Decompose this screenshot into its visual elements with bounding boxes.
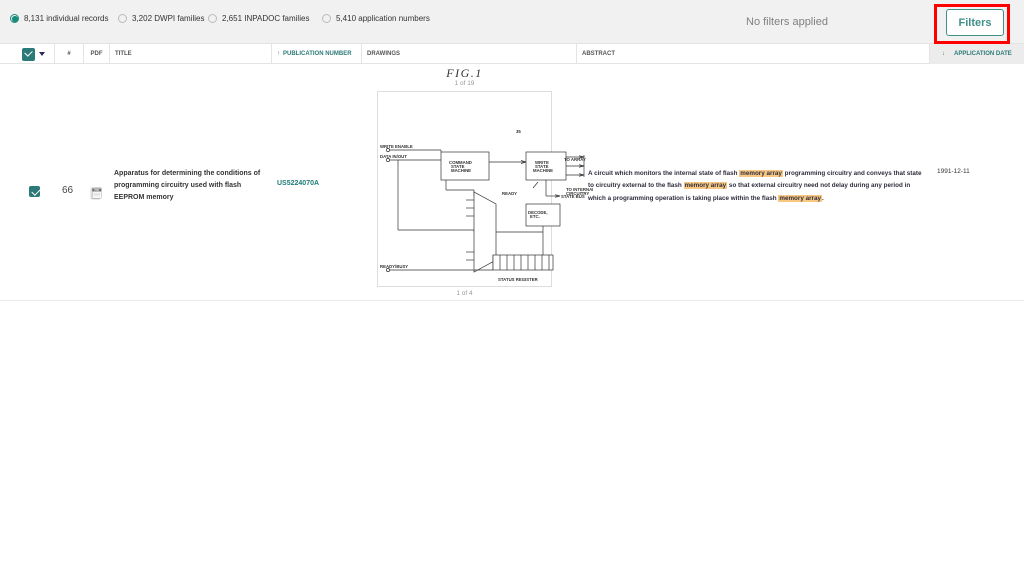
- svg-text:PDF: PDF: [95, 190, 100, 192]
- svg-text:35: 35: [516, 129, 521, 134]
- svg-text:READY/BUSY: READY/BUSY: [380, 264, 408, 269]
- svg-text:DATA IN/OUT: DATA IN/OUT: [380, 154, 407, 159]
- svg-text:WRITE ENABLE: WRITE ENABLE: [380, 144, 413, 149]
- svg-text:MACHINE: MACHINE: [533, 168, 553, 173]
- svg-text:READY: READY: [502, 191, 517, 196]
- svg-text:MACHINE: MACHINE: [451, 168, 471, 173]
- svg-text:ETC.: ETC.: [530, 214, 540, 219]
- svg-text:STATUS REGISTER: STATUS REGISTER: [498, 277, 539, 282]
- svg-text:STATE BUS: STATE BUS: [561, 194, 585, 199]
- svg-text:TO ARRAY: TO ARRAY: [564, 157, 586, 162]
